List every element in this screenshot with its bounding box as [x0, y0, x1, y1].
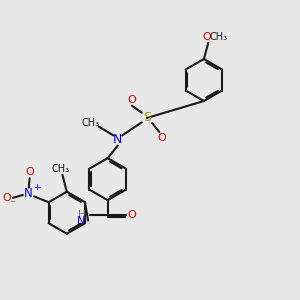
Text: CH₃: CH₃	[209, 32, 227, 41]
Text: S: S	[143, 111, 151, 124]
Text: H: H	[77, 210, 85, 220]
Text: CH₃: CH₃	[52, 164, 70, 174]
Text: ⁻: ⁻	[9, 199, 15, 209]
Text: N: N	[24, 187, 33, 200]
Text: O: O	[25, 167, 34, 178]
Text: N: N	[113, 133, 122, 146]
Text: CH₃: CH₃	[82, 118, 100, 128]
Text: O: O	[128, 210, 136, 220]
Text: +: +	[33, 183, 40, 192]
Text: O: O	[2, 193, 11, 203]
Text: O: O	[158, 133, 167, 143]
Text: O: O	[202, 32, 211, 41]
Text: N: N	[77, 216, 86, 226]
Text: O: O	[128, 95, 136, 105]
